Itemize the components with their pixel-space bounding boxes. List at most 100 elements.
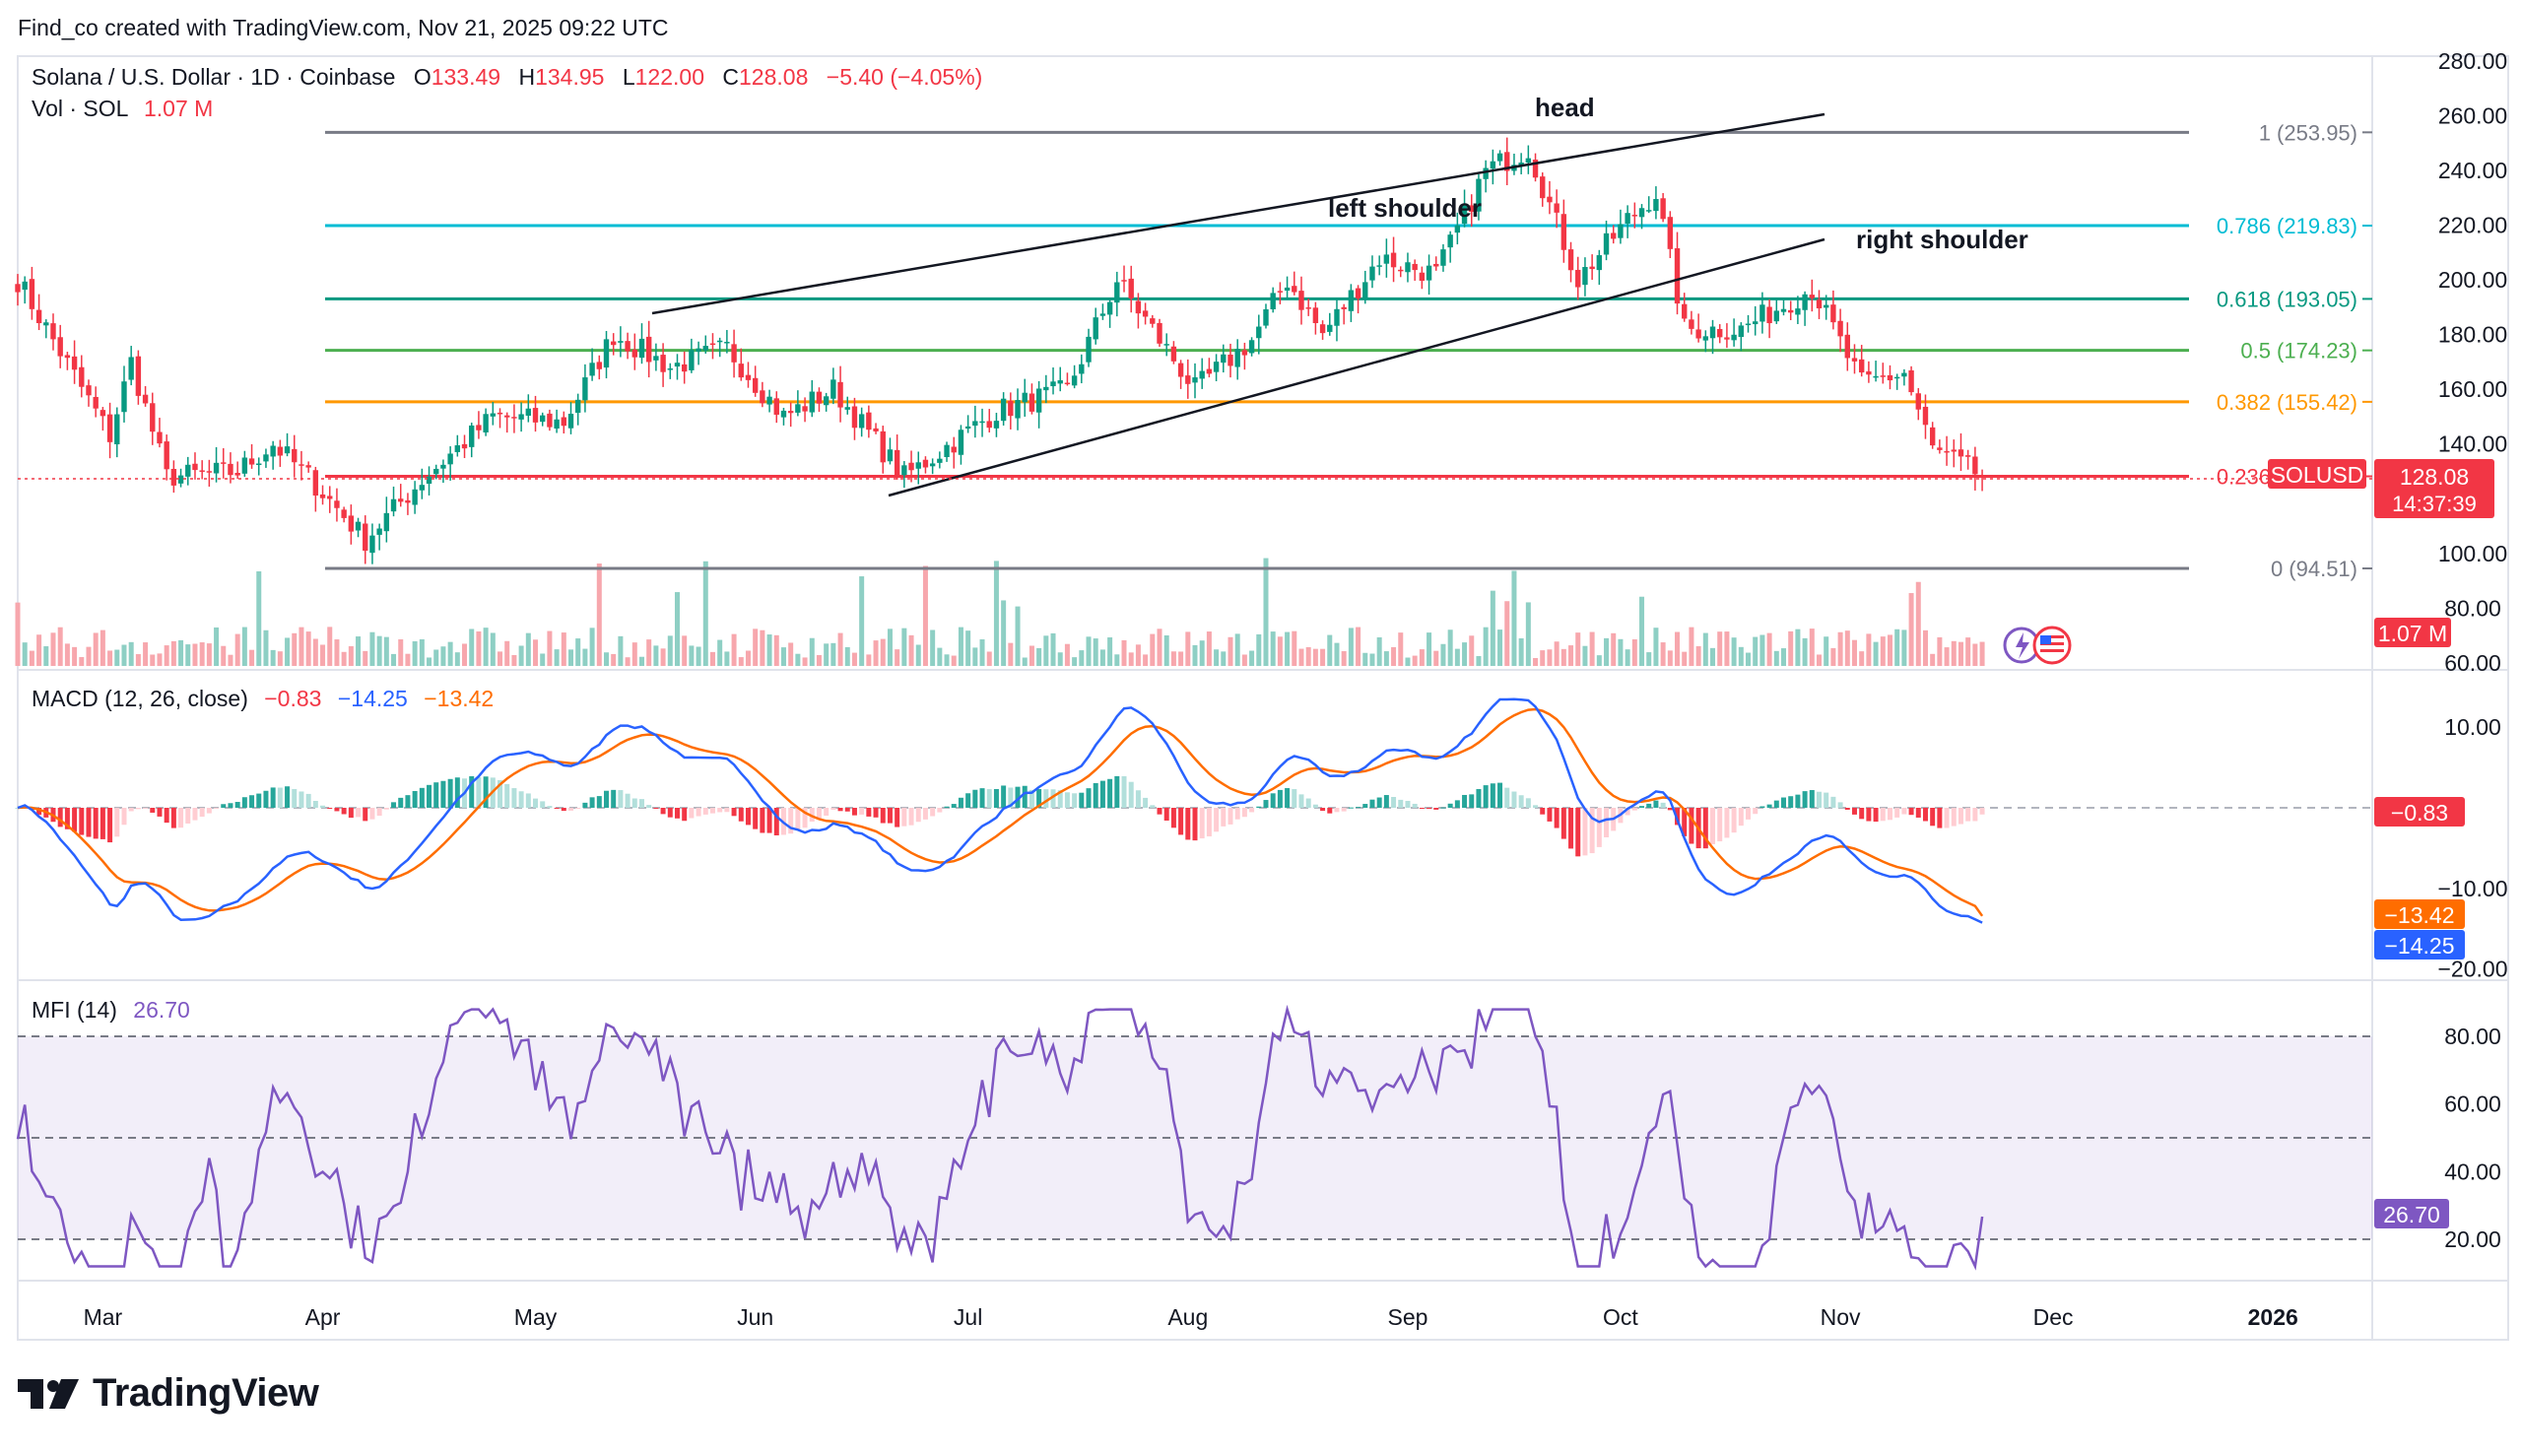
volume-bar bbox=[1292, 630, 1297, 666]
candle-body bbox=[376, 528, 382, 535]
volume-bar bbox=[1695, 645, 1701, 666]
volume-bar bbox=[533, 639, 539, 666]
candle-body bbox=[1263, 308, 1269, 326]
candle-body bbox=[312, 470, 319, 496]
macd-histogram-bar bbox=[348, 808, 354, 819]
volume-bar bbox=[1029, 645, 1034, 666]
macd-histogram-bar bbox=[766, 808, 772, 833]
tradingview-logo[interactable]: TradingView bbox=[18, 1371, 319, 1416]
candle-body bbox=[1447, 234, 1453, 248]
volume-bar bbox=[1419, 649, 1425, 666]
candle-body bbox=[440, 464, 446, 469]
volume-bar bbox=[391, 653, 397, 666]
trendlines[interactable]: head left shoulder right shoulder bbox=[651, 93, 2028, 497]
volume-bar bbox=[547, 630, 553, 666]
volume-bar bbox=[1710, 647, 1716, 666]
macd-value-2: −14.25 bbox=[338, 686, 408, 711]
candle-body bbox=[1944, 450, 1950, 453]
macd-histogram-bar bbox=[1462, 794, 1468, 808]
annotation-left-shoulder[interactable]: left shoulder bbox=[1328, 193, 1482, 223]
volume-bar bbox=[178, 639, 184, 666]
candle-body bbox=[532, 408, 539, 423]
macd-histogram-bar bbox=[1525, 798, 1531, 808]
candle-body bbox=[837, 381, 843, 408]
macd-histogram-bar bbox=[1773, 800, 1779, 808]
volume-bar bbox=[837, 632, 843, 666]
macd-histogram-bar bbox=[1341, 808, 1347, 812]
macd-histogram-bar bbox=[157, 808, 163, 817]
candle-body bbox=[1440, 249, 1446, 266]
channel-lower-line[interactable] bbox=[888, 237, 1825, 497]
volume-bar bbox=[1362, 652, 1368, 666]
macd-histogram-bar bbox=[1001, 785, 1007, 808]
fib-level-label: 1 (253.95) bbox=[2259, 120, 2357, 145]
macd-histogram-bar bbox=[1157, 808, 1162, 815]
volume-bar bbox=[50, 632, 56, 666]
candle-body bbox=[844, 407, 850, 410]
volume-bar bbox=[1866, 633, 1872, 666]
macd-histogram-bar bbox=[1589, 808, 1595, 854]
time-tick-label: Jul bbox=[954, 1304, 982, 1330]
macd-histogram-bar bbox=[951, 804, 957, 808]
macd-histogram-bar bbox=[1880, 808, 1886, 822]
candle-body bbox=[1015, 400, 1021, 419]
candle-body bbox=[327, 496, 333, 499]
macd-histogram-bar bbox=[1135, 790, 1141, 808]
candle-body bbox=[43, 322, 49, 326]
macd-histogram-bar bbox=[1469, 794, 1475, 808]
macd-histogram-bar bbox=[192, 808, 198, 821]
us-flag-icon[interactable] bbox=[2032, 626, 2072, 665]
annotation-head[interactable]: head bbox=[1535, 93, 1595, 122]
macd-histogram-bar bbox=[178, 808, 184, 828]
volume-bar bbox=[1150, 633, 1156, 666]
countdown-text: 14:37:39 bbox=[2392, 492, 2477, 516]
candle-body bbox=[1419, 272, 1426, 282]
macd-histogram-bar bbox=[696, 808, 701, 817]
macd-histogram-bar bbox=[405, 795, 411, 808]
open-value: 133.49 bbox=[431, 64, 500, 90]
volume-bar bbox=[164, 645, 169, 666]
volume-bar bbox=[1320, 648, 1326, 666]
fib-level-label: 0.382 (155.42) bbox=[2217, 390, 2357, 415]
candle-body bbox=[1035, 388, 1042, 413]
candle-body bbox=[1412, 263, 1418, 271]
macd-histogram-bar bbox=[1128, 781, 1134, 808]
candle-body bbox=[170, 468, 177, 486]
candle-body bbox=[922, 459, 929, 468]
candle-body bbox=[1589, 266, 1595, 270]
candle-body bbox=[1915, 393, 1921, 410]
volume-bar bbox=[1859, 651, 1865, 666]
macd-histogram-bar bbox=[36, 808, 42, 816]
volume-bar bbox=[915, 644, 921, 666]
candle-body bbox=[1575, 269, 1581, 288]
candle-body bbox=[1277, 291, 1284, 293]
fibonacci-retracement[interactable]: 1 (253.95) 0.786 (219.83) 0.618 (193.05) 0.… bbox=[325, 120, 2372, 581]
volume-bar bbox=[1965, 637, 1971, 666]
volume-bar bbox=[1483, 627, 1489, 666]
volume-bar bbox=[1887, 634, 1892, 666]
candle-body bbox=[100, 410, 106, 417]
candle-body bbox=[1631, 215, 1638, 217]
low-value: 122.00 bbox=[635, 64, 704, 90]
volume-bar bbox=[1086, 636, 1092, 666]
candle-body bbox=[1596, 255, 1603, 271]
candle-body bbox=[951, 446, 957, 453]
candle-body bbox=[894, 449, 900, 476]
volume-bar bbox=[682, 635, 688, 666]
macd-histogram-bar bbox=[760, 808, 765, 833]
candle-body bbox=[334, 500, 340, 508]
macd-histogram-bar bbox=[1809, 790, 1815, 808]
candle-body bbox=[1638, 208, 1645, 218]
fib-level-label: 0.5 (174.23) bbox=[2240, 339, 2357, 364]
candle-body bbox=[1086, 336, 1092, 363]
mfi-tick-label: 20.00 bbox=[2444, 1226, 2501, 1252]
macd-histogram-bar bbox=[1944, 808, 1950, 828]
channel-upper-line[interactable] bbox=[651, 112, 1825, 315]
badge-box bbox=[2374, 618, 2451, 647]
legend-macd: MACD (12, 26, close) −0.83 −14.25 −13.42 bbox=[32, 686, 494, 711]
macd-histogram-bar bbox=[596, 796, 602, 808]
annotation-right-shoulder[interactable]: right shoulder bbox=[1856, 225, 2028, 254]
volume-value: 1.07 M bbox=[144, 96, 213, 121]
